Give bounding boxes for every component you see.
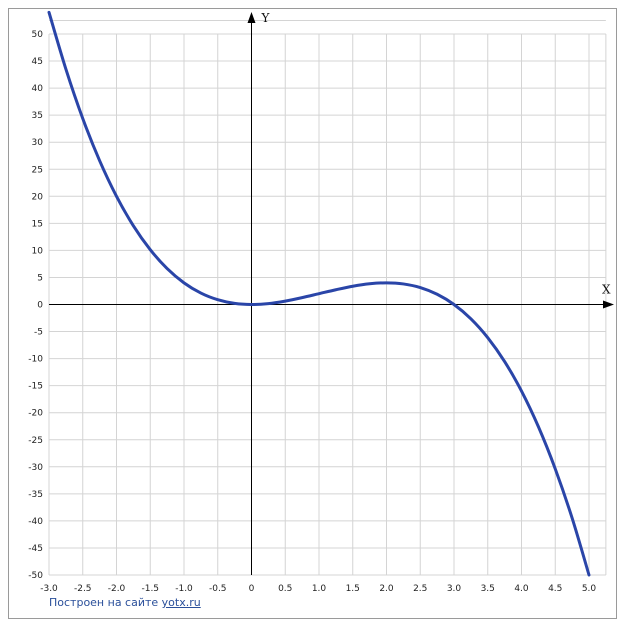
y-tick-label: 50 xyxy=(32,30,44,40)
x-tick-label: -0.5 xyxy=(209,584,227,594)
chart-frame xyxy=(8,8,617,619)
x-tick-label: 4.0 xyxy=(514,584,529,594)
x-tick-label: -2.0 xyxy=(108,584,126,594)
site-credit: Построен на сайте yotx.ru xyxy=(49,596,201,609)
tick-labels: -3.0 -2.5 -2.0 -1.5 -1.0 -0.5 0 0.5 1.0 1.5 2.0 2.5… xyxy=(28,30,596,594)
x-tick-label: 3.5 xyxy=(481,584,495,594)
y-tick-label: -10 xyxy=(28,355,43,365)
y-tick-label: -35 xyxy=(28,490,43,500)
y-tick-label: 35 xyxy=(32,111,43,121)
x-tick-label: -1.0 xyxy=(175,584,193,594)
x-tick-label: -2.5 xyxy=(74,584,92,594)
series-line xyxy=(47,10,591,577)
x-tick-label: 0.5 xyxy=(278,584,292,594)
y-tick-label: 15 xyxy=(32,219,43,229)
x-tick-label: -1.5 xyxy=(141,584,159,594)
x-tick-label: 3.0 xyxy=(447,584,462,594)
y-axis-arrow-icon xyxy=(247,12,256,23)
x-tick-label: -3.0 xyxy=(40,584,58,594)
x-tick-label: 1.0 xyxy=(312,584,327,594)
x-tick-label: 4.5 xyxy=(548,584,562,594)
y-tick-label: -15 xyxy=(28,382,43,392)
y-tick-label: 40 xyxy=(32,84,44,94)
x-tick-label: 5.0 xyxy=(582,584,597,594)
y-tick-label: 10 xyxy=(32,246,44,256)
axes xyxy=(49,12,614,575)
y-tick-label: -20 xyxy=(28,409,43,419)
y-tick-label: 0 xyxy=(37,301,43,311)
x-tick-label: 0 xyxy=(249,584,255,594)
credit-link[interactable]: yotx.ru xyxy=(161,596,201,609)
x-axis-label: X xyxy=(602,283,611,297)
y-axis-label: Y xyxy=(261,11,271,25)
y-tick-label: -45 xyxy=(28,544,43,554)
y-tick-label: -40 xyxy=(28,517,43,527)
y-tick-label: -25 xyxy=(28,436,43,446)
y-tick-label: -5 xyxy=(34,328,43,338)
y-tick-label: -30 xyxy=(28,463,43,473)
y-tick-label: 25 xyxy=(32,165,43,175)
y-tick-label: 30 xyxy=(32,138,44,148)
grid xyxy=(48,19,607,576)
y-tick-label: 5 xyxy=(37,273,43,283)
y-tick-label: -50 xyxy=(28,571,43,581)
y-tick-label: 45 xyxy=(32,57,43,67)
credit-prefix: Построен на сайте xyxy=(49,596,159,609)
x-tick-label: 2.5 xyxy=(413,584,427,594)
y-tick-label: 20 xyxy=(32,192,44,202)
x-tick-label: 1.5 xyxy=(346,584,360,594)
x-tick-label: 2.0 xyxy=(379,584,394,594)
series-layer xyxy=(47,10,591,577)
x-axis-arrow-icon xyxy=(603,300,614,309)
